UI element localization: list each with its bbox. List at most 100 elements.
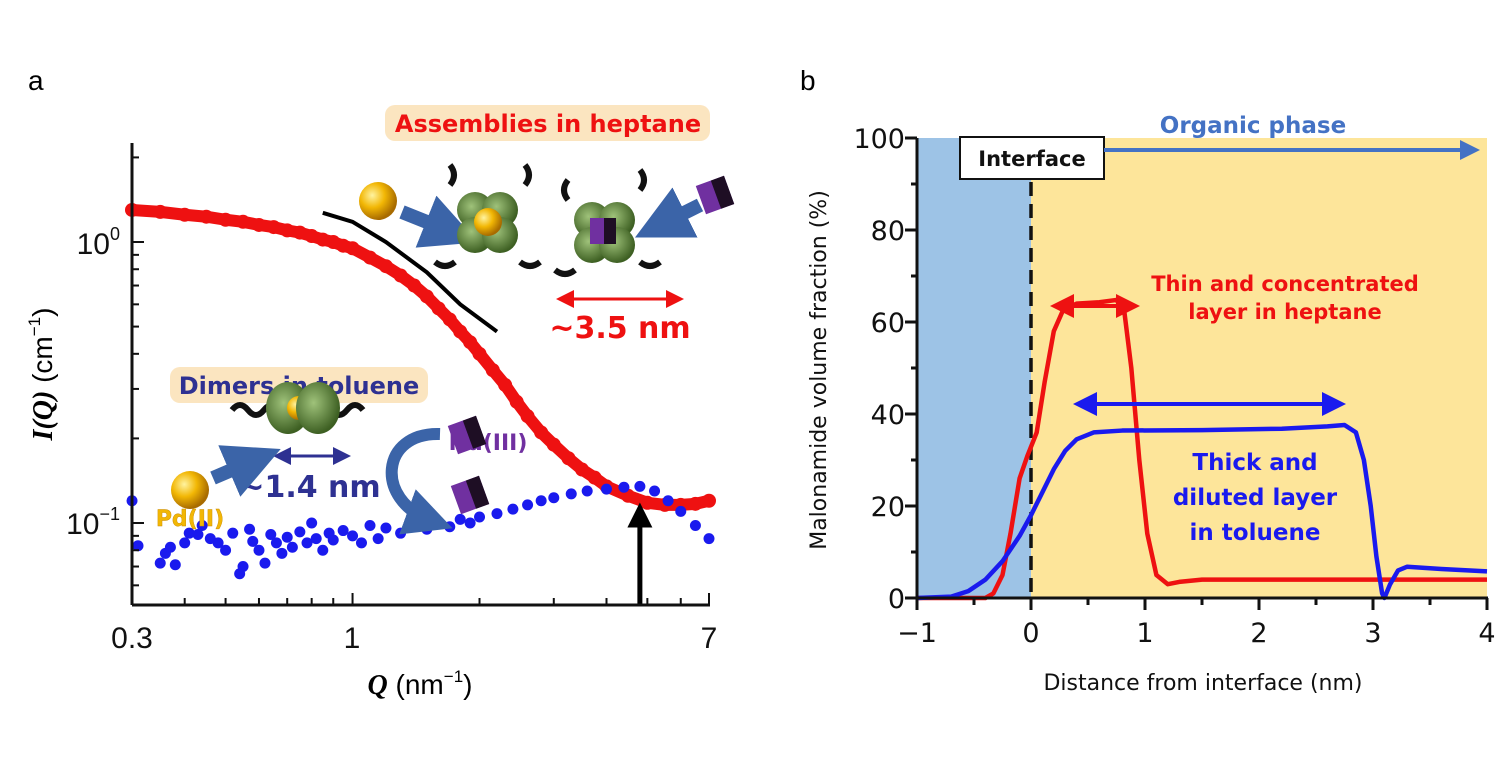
blue-arrow-icon: [634, 187, 704, 238]
toluene-data-point: [662, 495, 674, 507]
toluene-data-point: [179, 537, 191, 549]
toluene-data-point: [408, 519, 420, 531]
toluene-data-point: [491, 508, 503, 520]
y-axis-label: I(Q) (cm−1): [25, 308, 59, 442]
toluene-data-point: [253, 544, 265, 556]
toluene-data-point: [183, 527, 195, 539]
toluene-data-point: [276, 547, 288, 559]
x-tick-label: 1: [344, 622, 361, 655]
purple-cube-nd-icon: [447, 415, 487, 455]
thick-layer-label-line2: diluted layer: [1173, 485, 1338, 511]
toluene-data-point: [169, 559, 181, 571]
toluene-data-point: [286, 541, 298, 553]
x-tick-label: 7: [701, 622, 718, 655]
aqueous-phase-region: [917, 138, 1031, 598]
toluene-data-point: [212, 537, 224, 549]
gold-sphere-pd-icon: [359, 182, 397, 220]
toluene-data-point: [600, 483, 612, 495]
purple-cube-nd-icon: [450, 475, 490, 515]
toluene-data-point: [618, 481, 630, 493]
toluene-data-point: [395, 527, 407, 539]
organic-phase-label: Organic phase: [1160, 113, 1346, 139]
toluene-data-point: [164, 541, 176, 553]
toluene-data-point: [259, 557, 271, 569]
toluene-data-point: [244, 523, 256, 535]
pd-label: Pd(II): [156, 507, 224, 532]
assemblies-label: Assemblies in heptane: [395, 110, 701, 138]
toluene-data-point: [421, 523, 433, 535]
toluene-data-point: [154, 557, 166, 569]
thick-layer-label-line3: in toluene: [1190, 520, 1321, 546]
toluene-data-point: [294, 526, 306, 538]
size-toluene-label: ~1.4 nm: [239, 470, 380, 505]
blue-arrow-icon: [399, 195, 478, 248]
assemblies-illustration: [359, 163, 735, 277]
toluene-data-point: [310, 533, 322, 545]
toluene-data-point: [347, 530, 359, 542]
panel-label-a: a: [28, 65, 44, 96]
fit-line: [322, 210, 499, 334]
y-tick-label: 40: [871, 400, 905, 431]
toluene-data-point: [270, 537, 282, 549]
toluene-data-point: [327, 534, 339, 546]
x-axis-label: Q (nm−1): [368, 667, 473, 701]
y-tick-label: 100: [77, 224, 120, 261]
x-tick-label: 4: [1478, 618, 1495, 649]
y-tick-label: 80: [871, 216, 905, 247]
toluene-data-point: [581, 485, 593, 497]
toluene-data-point: [454, 513, 466, 525]
purple-cube-nd-icon: [695, 175, 735, 215]
assemblies-label-bg: [385, 105, 710, 141]
panel-a-plot: [125, 202, 716, 604]
x-tick-label: 3: [1364, 618, 1381, 649]
toluene-data-point: [522, 499, 534, 511]
toluene-data-point: [380, 522, 392, 534]
toluene-data-point: [247, 535, 259, 547]
toluene-data-point: [301, 537, 313, 549]
size-heptane-label: ~3.5 nm: [549, 311, 690, 346]
toluene-profile-line: [916, 422, 1488, 601]
phase-regions: [917, 138, 1487, 598]
y-tick-label: 0: [888, 584, 905, 615]
x-tick-label: 1: [1136, 618, 1153, 649]
toluene-data-point: [265, 529, 277, 541]
toluene-data-point: [220, 544, 232, 556]
thick-layer-label-line1: Thick and: [1192, 450, 1317, 476]
x-tick-label: 0.3: [111, 622, 153, 655]
toluene-data-point: [355, 537, 367, 549]
toluene-data-point: [372, 533, 384, 545]
green-ligand-cluster-icon: [296, 382, 340, 434]
panel-a-axes: [130, 143, 710, 607]
toluene-data-point: [306, 517, 318, 529]
y-tick-label: 20: [871, 492, 905, 523]
x-tick-label: 0: [1022, 618, 1039, 649]
y-tick-label: 10−1: [66, 504, 120, 541]
toluene-data-point: [649, 485, 661, 497]
y-tick-label: 60: [871, 308, 905, 339]
panel-label-b: b: [800, 65, 816, 96]
toluene-data-point: [474, 511, 486, 523]
toluene-data-point: [364, 519, 376, 531]
toluene-data-point: [337, 525, 349, 537]
x-axis-label: Distance from interface (nm): [1043, 671, 1362, 696]
toluene-data-point: [464, 517, 476, 529]
toluene-data-point: [634, 480, 646, 492]
dimers-label-bg: [170, 367, 428, 403]
toluene-data-point: [192, 529, 204, 541]
thin-layer-label-line1: Thin and concentrated: [1151, 272, 1419, 296]
x-tick-label: −1: [897, 618, 937, 649]
blue-arrow-icon: [210, 445, 281, 497]
toluene-data-point: [565, 488, 577, 500]
toluene-data-point: [444, 521, 456, 533]
gold-sphere-pd-icon: [171, 471, 209, 509]
toluene-data-point: [507, 503, 519, 515]
toluene-data-point: [281, 531, 293, 543]
toluene-data-point: [196, 519, 208, 531]
interface-label: Interface: [978, 147, 1085, 171]
toluene-data-point: [689, 519, 701, 531]
toluene-data-point: [703, 533, 715, 545]
y-axis-label: Malonamide volume fraction (%): [807, 190, 832, 550]
toluene-data-point: [433, 517, 445, 529]
organic-phase-region: [1031, 138, 1487, 598]
